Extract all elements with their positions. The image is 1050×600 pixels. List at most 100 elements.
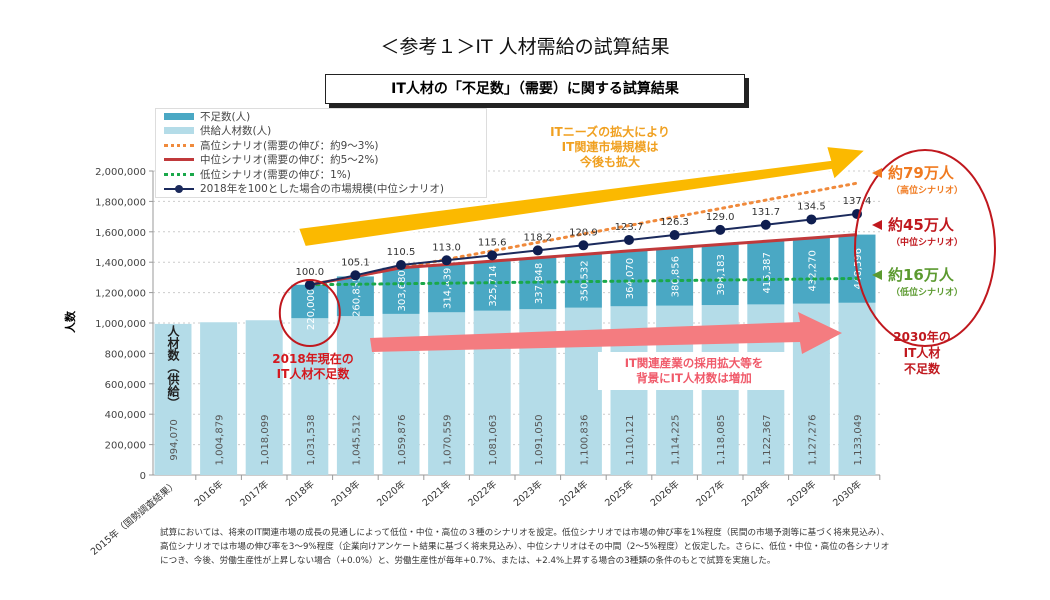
- legend-label: 低位シナリオ(需要の伸び：1%): [200, 168, 351, 181]
- pink-arrow-textbox: [598, 352, 790, 390]
- shortage-bar: [747, 241, 785, 305]
- shortage-bar: [473, 261, 511, 311]
- x-tick-label: 2018年: [283, 478, 317, 509]
- low-scenario-line: [308, 276, 859, 287]
- legend-item: 供給人材数(人): [156, 124, 486, 139]
- supply-label: 1,031,538: [306, 415, 317, 466]
- y-tick-label: 2,000,000: [95, 167, 146, 178]
- market-index-label: 113.0: [432, 242, 461, 253]
- market-index-label: 100.0: [295, 267, 324, 278]
- highlight-ellipse-2030: [854, 149, 996, 347]
- y-tick-label: 600,000: [105, 380, 146, 391]
- supply-bar: [291, 318, 329, 475]
- shortage-2030-text: 不足数: [904, 361, 941, 376]
- shortage-label: 448,596: [853, 248, 864, 289]
- highlight-ellipse-2018: [278, 279, 341, 347]
- x-tick-label: 2030年: [830, 478, 864, 509]
- yellow-arrow-text: IT関連市場規模は: [562, 139, 659, 154]
- shortage-label: 380,856: [671, 256, 682, 297]
- market-index-label: 118.2: [523, 232, 552, 243]
- legend-item: 2018年を100とした場合の市場規模(中位シナリオ): [156, 182, 486, 197]
- shortage-bar: [382, 267, 420, 314]
- market-index-label: 131.7: [751, 207, 780, 218]
- high-scenario-value: 約79万人: [888, 164, 955, 182]
- supply-bar: [336, 316, 374, 475]
- x-tick-label: 2020年: [374, 478, 408, 509]
- market-index-point: [487, 250, 498, 261]
- legend-item: 不足数(人): [156, 109, 486, 124]
- supply-label: 1,100,836: [579, 415, 590, 466]
- y-tick-label: 800,000: [105, 349, 146, 360]
- supply-label: 1,045,512: [351, 415, 362, 466]
- current-shortage-text: IT人材不足数: [277, 366, 351, 381]
- legend-item: 中位シナリオ(需要の伸び：約5～2%): [156, 153, 486, 168]
- y-tick-label: 1,600,000: [95, 228, 146, 239]
- market-index-label: 134.5: [797, 201, 826, 212]
- yellow-arrow: [296, 144, 869, 249]
- market-index-label: 126.3: [660, 217, 689, 228]
- supply-label: 1,059,876: [397, 415, 408, 466]
- y-tick-label: 400,000: [105, 410, 146, 421]
- shortage-label: 415,387: [762, 252, 773, 293]
- low-scenario-value: 約16万人: [888, 266, 955, 284]
- y-tick-label: 0: [140, 471, 146, 482]
- supply-label: 1,070,559: [443, 415, 454, 466]
- pink-arrow-text: 背景にIT人材数は増加: [636, 371, 752, 385]
- supply-label: 1,110,121: [625, 415, 636, 466]
- supply-bar: [154, 323, 192, 475]
- x-tick-label: 2024年: [557, 478, 591, 509]
- market-index-point: [806, 214, 817, 225]
- shortage-label: 260,835: [351, 276, 362, 317]
- yellow-arrow-text: ITニーズの拡大により: [550, 124, 670, 139]
- market-index-point: [578, 240, 589, 251]
- x-tick-label: 2023年: [511, 478, 545, 509]
- supply-bar: [200, 322, 238, 475]
- yellow-arrow-text: 今後も拡大: [579, 154, 640, 169]
- x-tick-label: 2026年: [648, 478, 682, 509]
- legend-label: 高位シナリオ(需要の伸び：約9～3%): [200, 139, 379, 152]
- pink-arrow-text: IT関連産業の採用拡大等を: [625, 356, 764, 370]
- market-index-label: 137.4: [843, 196, 872, 207]
- market-index-point: [760, 219, 771, 230]
- supply-label: 1,081,063: [488, 415, 499, 466]
- shortage-label: 364,070: [625, 258, 636, 299]
- y-tick-label: 1,800,000: [95, 197, 146, 208]
- page-title: ＜参考１＞IT 人材需給の試算結果: [380, 36, 670, 58]
- legend-item: 高位シナリオ(需要の伸び：約9～3%): [156, 138, 486, 153]
- high-scenario-pointer: [872, 168, 882, 178]
- supply-label: 1,004,879: [215, 415, 226, 466]
- shortage-label: 432,270: [807, 250, 818, 291]
- x-tick-label: 2027年: [694, 478, 728, 509]
- y-axis-label: 人数: [63, 310, 77, 333]
- supply-label: 1,091,050: [534, 415, 545, 466]
- y-tick-label: 1,000,000: [95, 319, 146, 330]
- chart-subtitle-box: IT人材の「不足数」（需要）に関する試算結果: [325, 74, 745, 104]
- legend-swatch: [164, 158, 194, 162]
- legend-label: 不足数(人): [200, 110, 251, 123]
- x-tick-label: 2019年: [329, 478, 363, 509]
- market-index-point: [350, 270, 361, 281]
- shortage-label: 325,714: [488, 265, 499, 306]
- mid-scenario-pointer: [872, 220, 882, 230]
- market-index-point: [669, 230, 680, 241]
- shortage-label: 220,000: [306, 289, 317, 330]
- supply-label: 1,127,276: [807, 415, 818, 466]
- supply-bar: [838, 302, 876, 475]
- shortage-label: 398,183: [716, 254, 727, 295]
- shortage-label: 337,848: [534, 263, 545, 304]
- market-index-point: [624, 234, 634, 245]
- legend-item: 低位シナリオ(需要の伸び：1%): [156, 167, 486, 182]
- shortage-bar: [701, 244, 739, 306]
- market-index-label: 129.0: [706, 212, 735, 223]
- x-tick-label: 2016年: [192, 478, 226, 509]
- x-tick-label: 2028年: [739, 478, 773, 509]
- shortage-bar: [519, 257, 557, 310]
- market-index-point: [715, 224, 726, 235]
- market-index-label: 115.6: [478, 237, 507, 248]
- y-tick-label: 1,400,000: [95, 258, 146, 269]
- low-scenario-pointer: [872, 270, 882, 280]
- market-index-label: 110.5: [387, 247, 416, 258]
- supply-label: 1,114,225: [671, 415, 682, 466]
